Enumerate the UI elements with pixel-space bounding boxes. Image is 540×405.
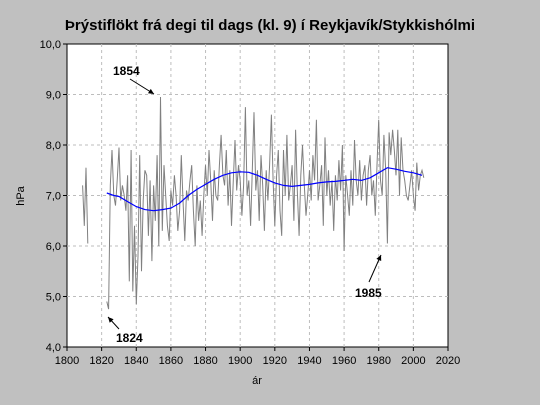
series-line-early (82, 167, 89, 244)
annotation-arrowhead (108, 317, 114, 323)
y-tick-label: 8,0 (46, 140, 61, 152)
x-tick-label: 1900 (228, 355, 252, 367)
x-tick-label: 1860 (159, 355, 183, 367)
series-group (82, 96, 425, 310)
y-tick-label: 5,0 (46, 292, 61, 304)
x-tick-label: 1920 (263, 355, 287, 367)
x-axis-label: ár (252, 375, 262, 387)
chart-title: Þrýstiflökt frá degi til dags (kl. 9) í … (65, 17, 475, 34)
x-tick-label: 2000 (401, 355, 425, 367)
x-axis-ticks: 1800 1820 1840 1860 1880 1900 1920 1940 1960 1980… (55, 347, 460, 367)
y-tick-label: 4,0 (46, 342, 61, 354)
annotation-arrowhead (376, 255, 382, 261)
y-axis-label: hPa (15, 185, 27, 205)
annotation-arrowhead (148, 88, 154, 94)
y-tick-label: 7,0 (46, 191, 61, 203)
series-line-main (106, 96, 425, 310)
x-tick-label: 1960 (332, 355, 356, 367)
x-tick-label: 1820 (89, 355, 113, 367)
annotations: 1854 1824 1985 (107, 64, 382, 345)
y-tick-label: 9,0 (46, 90, 61, 102)
x-tick-label: 1880 (193, 355, 217, 367)
x-tick-label: 2020 (436, 355, 460, 367)
smoothed-line (106, 167, 423, 212)
x-tick-label: 1800 (55, 355, 79, 367)
annotation-label: 1854 (113, 64, 140, 78)
y-tick-label: 6,0 (46, 241, 61, 253)
y-axis-ticks: 4,0 5,0 6,0 7,0 8,0 9,0 10,0 (40, 39, 67, 354)
y-tick-label: 10,0 (40, 39, 61, 51)
x-tick-label: 1840 (124, 355, 148, 367)
annotation-label: 1985 (355, 286, 382, 300)
x-tick-label: 1940 (297, 355, 321, 367)
x-tick-label: 1980 (366, 355, 390, 367)
annotation-label: 1824 (116, 331, 143, 345)
